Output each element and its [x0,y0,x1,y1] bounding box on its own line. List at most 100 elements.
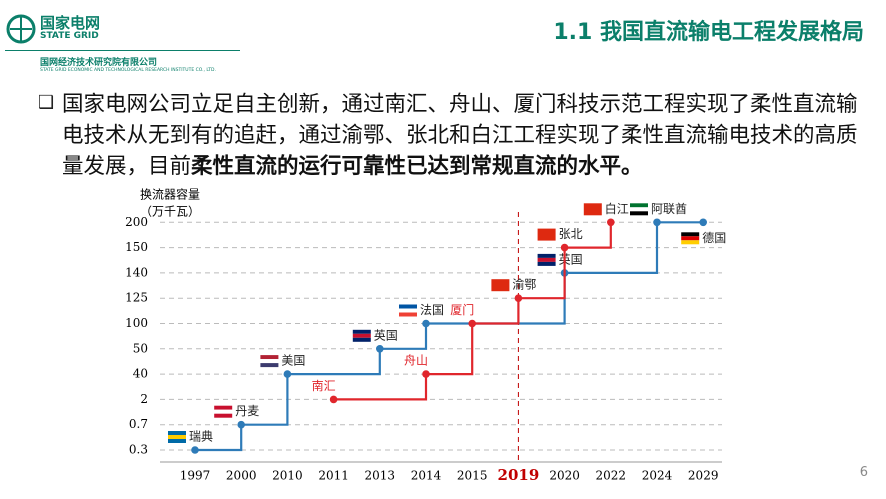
x-tick-label: 2019 [498,466,540,484]
step-line [195,424,243,452]
flag [537,261,556,266]
point-label: 白江 [605,201,629,216]
point-label: 厦门 [450,302,474,317]
point [422,370,430,378]
point [376,345,384,353]
flag [681,232,700,237]
bullet-icon: ❑ [38,92,55,113]
logo-icon [6,14,36,44]
point [607,218,615,227]
y-tick-label: 150 [125,240,148,254]
flag [352,337,371,342]
point [560,243,569,252]
x-tick-label: 1997 [180,469,211,483]
point [699,218,707,227]
flag [214,413,233,418]
point [514,294,523,303]
step-line [564,222,612,249]
org-name: STATE GRID ECONOMIC AND TECHNOLOGICAL RE… [40,68,216,73]
point-label: 英国 [559,252,583,266]
step-line [241,374,289,426]
chart: 换流器容量 （万千瓦） 0.3 0.7 2 40 50 100 125 140 150 200 19… [125,187,726,485]
org-name: 国网经济技术研究院有限公司 [40,58,158,68]
flag [491,279,510,292]
point-label: 美国 [281,354,305,368]
step-line [472,298,520,325]
point [283,370,292,378]
y-tick-label: 50 [133,341,148,355]
y-tick-label: 40 [133,367,148,381]
point [653,218,661,227]
flag [537,253,556,258]
flag [260,359,279,364]
page-number: 6 [859,465,868,480]
x-tick-label: 2013 [365,469,396,483]
point-label: 阿联酋 [651,201,687,216]
y-tick-label: 0.3 [129,443,148,457]
x-tick-label: 2015 [457,469,488,483]
point-label: 张北 [559,227,583,241]
y-tick-label: 200 [125,215,148,229]
x-tick-label: 2029 [688,469,719,483]
flag [399,312,417,317]
flag [681,236,700,241]
flag [352,333,371,338]
point [468,319,477,328]
flag [399,304,417,309]
point-label: 英国 [374,328,398,342]
point-label: 渝鄂 [512,277,536,292]
flag [214,405,233,410]
logo-text: STATE GRID [40,31,99,41]
slide-title: 1.1 我国直流输电工程发展格局 [553,20,864,45]
flag [537,228,556,241]
x-tick-label: 2014 [411,469,442,483]
flag [352,329,371,334]
flag [399,308,417,313]
point [237,420,245,429]
flag [681,240,700,245]
flag [583,203,602,216]
step-line [287,348,381,376]
y-axis-unit: （万千瓦） [140,205,200,219]
flag [214,409,233,414]
y-tick-label: 2 [140,392,148,406]
header-rule [5,50,240,51]
y-tick-label: 140 [125,265,148,279]
step-line [333,374,428,401]
flag [168,431,186,435]
point-label: 南汇 [312,378,336,393]
x-tick-label: 2011 [318,469,349,483]
x-tick-label: 2024 [642,469,673,483]
bold-text: 柔性直流的运行可靠性已达到常规直流的水平。 [191,154,643,179]
flag [537,257,556,262]
point-label: 德国 [702,230,726,245]
bullet-text: 国家电网公司立足自主创新，通过南汇、舟山、厦门科技示范工程实现了柔性直流输电技术… [62,89,872,182]
step-line [426,323,474,376]
x-tick-label: 2020 [549,469,580,483]
flag [168,435,186,439]
flag [630,207,648,212]
y-tick-label: 0.7 [129,417,148,431]
step-line [564,222,659,274]
point [422,319,430,328]
point-label: 舟山 [404,354,428,368]
x-tick-label: 2022 [596,469,627,483]
flag [168,439,186,443]
y-axis-label: 换流器容量 [140,187,200,202]
flag [260,363,279,368]
y-tick-label: 125 [125,291,148,305]
point [329,395,338,404]
logo-text: 国家电网 [40,14,101,32]
flag [630,203,648,208]
x-tick-label: 2000 [226,469,257,483]
step-line [379,323,428,350]
point-label: 瑞典 [189,430,213,444]
point [191,446,199,454]
flag [260,355,279,360]
point-label: 丹麦 [235,404,259,418]
text: 国家电网公司立足自主创新，通过南汇、舟山、厦门科技示范工程实现了柔性直流输电技术… [62,92,858,179]
y-tick-label: 100 [125,316,148,330]
point-label: 法国 [420,303,444,317]
flag [630,211,648,216]
